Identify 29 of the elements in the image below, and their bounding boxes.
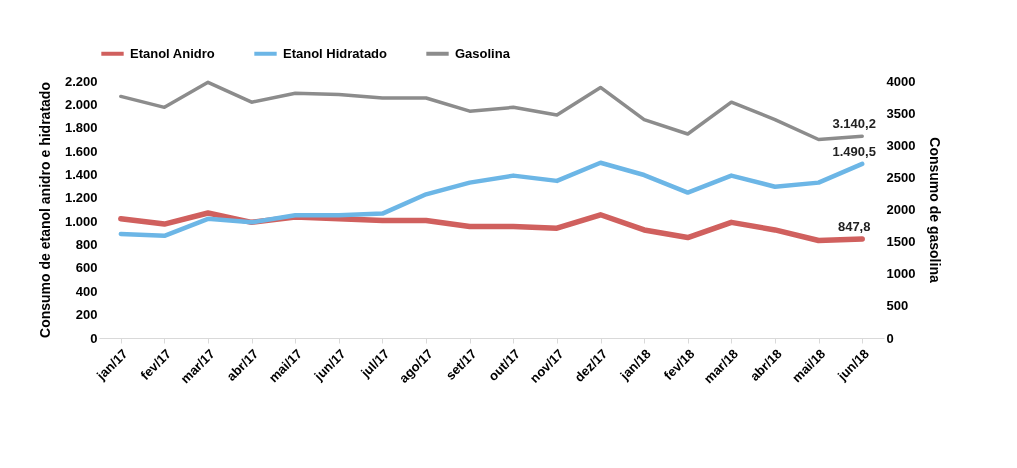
- y2-tick-label: 2500: [886, 169, 916, 185]
- y-tick-label: 200: [75, 307, 98, 323]
- y2-tick-label: 1000: [886, 266, 916, 282]
- y-tick-label: 1.400: [64, 166, 98, 182]
- y-tick-label: 800: [75, 237, 98, 253]
- y-tick-label: 1.600: [64, 143, 98, 159]
- y2-tick-label: 2000: [886, 202, 916, 217]
- y-tick-label: 0: [90, 330, 98, 346]
- y2-tick-label: 3000: [886, 137, 916, 153]
- y-tick-label: 1.800: [64, 120, 98, 136]
- y2-tick-label: 500: [886, 298, 909, 314]
- legend-label: Gasolina: [455, 45, 511, 61]
- y2-tick-label: 1500: [886, 234, 916, 250]
- y-tick-label: 600: [75, 260, 98, 276]
- y-tick-label: 2.200: [64, 73, 98, 89]
- y-tick-label: 1.000: [64, 213, 98, 229]
- y2-axis-title: Consumo de gasolina: [927, 137, 944, 283]
- legend-label: Etanol Anidro: [130, 45, 215, 61]
- y-tick-label: 1.200: [64, 190, 98, 206]
- y-tick-label: 400: [75, 283, 98, 299]
- data-label: 847,8: [837, 218, 871, 234]
- y-axis-title: Consumo de etanol anidro e hidratado: [36, 82, 53, 338]
- y-tick-label: 2.000: [64, 96, 98, 112]
- data-label: 3.140,2: [832, 116, 876, 132]
- legend-label: Etanol Hidratado: [283, 45, 388, 61]
- y2-tick-label: 3500: [886, 105, 916, 121]
- y2-tick-label: 4000: [886, 73, 916, 89]
- y2-tick-label: 0: [886, 330, 894, 346]
- data-label: 1.490,5: [832, 143, 876, 159]
